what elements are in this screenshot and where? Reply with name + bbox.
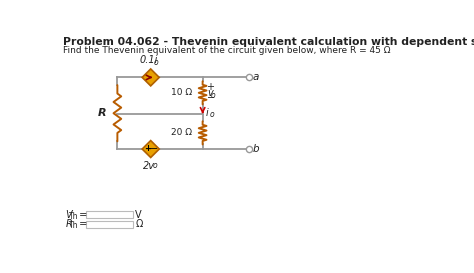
Text: b: b: [253, 144, 260, 154]
Text: =: =: [76, 210, 88, 220]
Text: Th: Th: [69, 221, 79, 230]
Text: Problem 04.062 - Thevenin equivalent calculation with dependent sources only: Problem 04.062 - Thevenin equivalent cal…: [63, 37, 474, 47]
Text: 0.1i: 0.1i: [140, 55, 158, 65]
Text: +: +: [207, 82, 215, 92]
Text: −: −: [207, 93, 215, 103]
Text: R: R: [65, 219, 72, 229]
Text: Find the Thevenin equivalent of the circuit given below, where R = 45 Ω: Find the Thevenin equivalent of the circ…: [63, 46, 391, 55]
Text: o: o: [211, 91, 216, 100]
FancyBboxPatch shape: [86, 211, 133, 218]
FancyBboxPatch shape: [86, 221, 133, 228]
Text: o: o: [152, 161, 157, 170]
Text: 20 Ω: 20 Ω: [171, 128, 192, 137]
Text: V: V: [135, 210, 142, 220]
Text: 2v: 2v: [143, 161, 155, 171]
Text: +: +: [144, 144, 151, 153]
Text: i: i: [206, 108, 209, 118]
Text: a: a: [253, 72, 259, 82]
Text: V: V: [65, 210, 72, 220]
Text: 10 Ω: 10 Ω: [171, 88, 192, 97]
Text: v: v: [207, 88, 213, 98]
Text: Ω: Ω: [135, 219, 143, 229]
Text: −: −: [150, 144, 158, 154]
Text: Th: Th: [69, 212, 79, 221]
Text: =: =: [76, 219, 88, 229]
Text: R: R: [98, 108, 107, 118]
Text: o: o: [210, 110, 214, 119]
Text: o: o: [154, 58, 158, 67]
Polygon shape: [142, 141, 159, 158]
Polygon shape: [142, 69, 159, 86]
